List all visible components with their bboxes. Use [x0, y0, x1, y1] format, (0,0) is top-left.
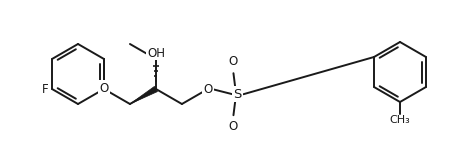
Text: CH₃: CH₃ [389, 115, 410, 125]
Text: O: O [229, 55, 238, 68]
Text: OH: OH [147, 47, 165, 59]
Polygon shape [130, 86, 158, 104]
Text: F: F [42, 83, 48, 95]
Text: O: O [203, 83, 213, 95]
Text: S: S [233, 88, 242, 101]
Text: O: O [229, 120, 238, 133]
Text: O: O [99, 81, 109, 95]
